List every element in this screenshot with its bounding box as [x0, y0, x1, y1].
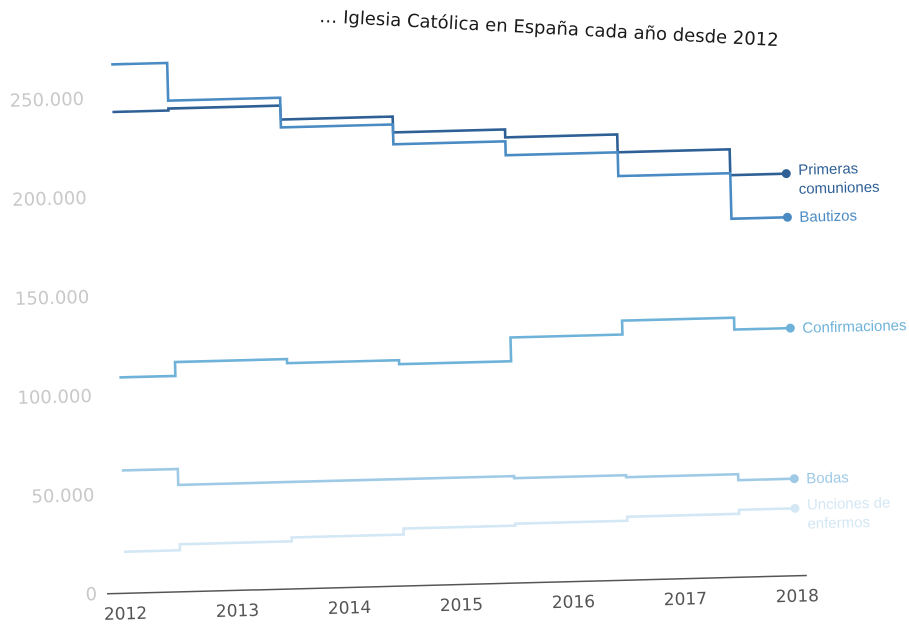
series-label-1: Bautizos: [799, 207, 857, 226]
x-tick-label: 2017: [664, 589, 708, 610]
y-tick-label: 50.000: [31, 485, 95, 508]
series-label-4: Unciones de: [807, 494, 891, 513]
x-tick-label: 2015: [440, 595, 484, 616]
series-label-4: enfermos: [807, 514, 870, 533]
x-axis-line: [107, 574, 807, 595]
x-tick-label: 2018: [775, 586, 819, 607]
x-tick-label: 2012: [104, 604, 148, 625]
series-end-point-1: [782, 212, 792, 222]
series-line-2: [119, 316, 791, 379]
y-tick-label: 0: [85, 584, 97, 605]
x-tick-label: 2014: [328, 598, 372, 619]
y-tick-label: 150.000: [15, 287, 90, 310]
series-end-point-3: [789, 474, 799, 484]
x-tick-label: 2016: [552, 592, 596, 613]
y-tick-label: 250.000: [9, 89, 84, 112]
series-label-3: Bodas: [806, 469, 849, 487]
series-line-1: [111, 61, 788, 221]
series-end-point-2: [785, 323, 795, 333]
y-tick-label: 100.000: [17, 386, 92, 409]
series-end-point-4: [790, 503, 800, 513]
series-line-0: [112, 104, 787, 177]
series-end-point-0: [781, 169, 791, 179]
y-tick-label: 200.000: [12, 188, 87, 211]
series-line-4: [123, 507, 796, 554]
series-label-0: Primeras: [798, 160, 858, 179]
series-label-0: comuniones: [798, 179, 879, 198]
x-tick-label: 2013: [216, 601, 260, 622]
series-line-3: [121, 467, 795, 487]
series-label-2: Confirmaciones: [802, 317, 907, 337]
